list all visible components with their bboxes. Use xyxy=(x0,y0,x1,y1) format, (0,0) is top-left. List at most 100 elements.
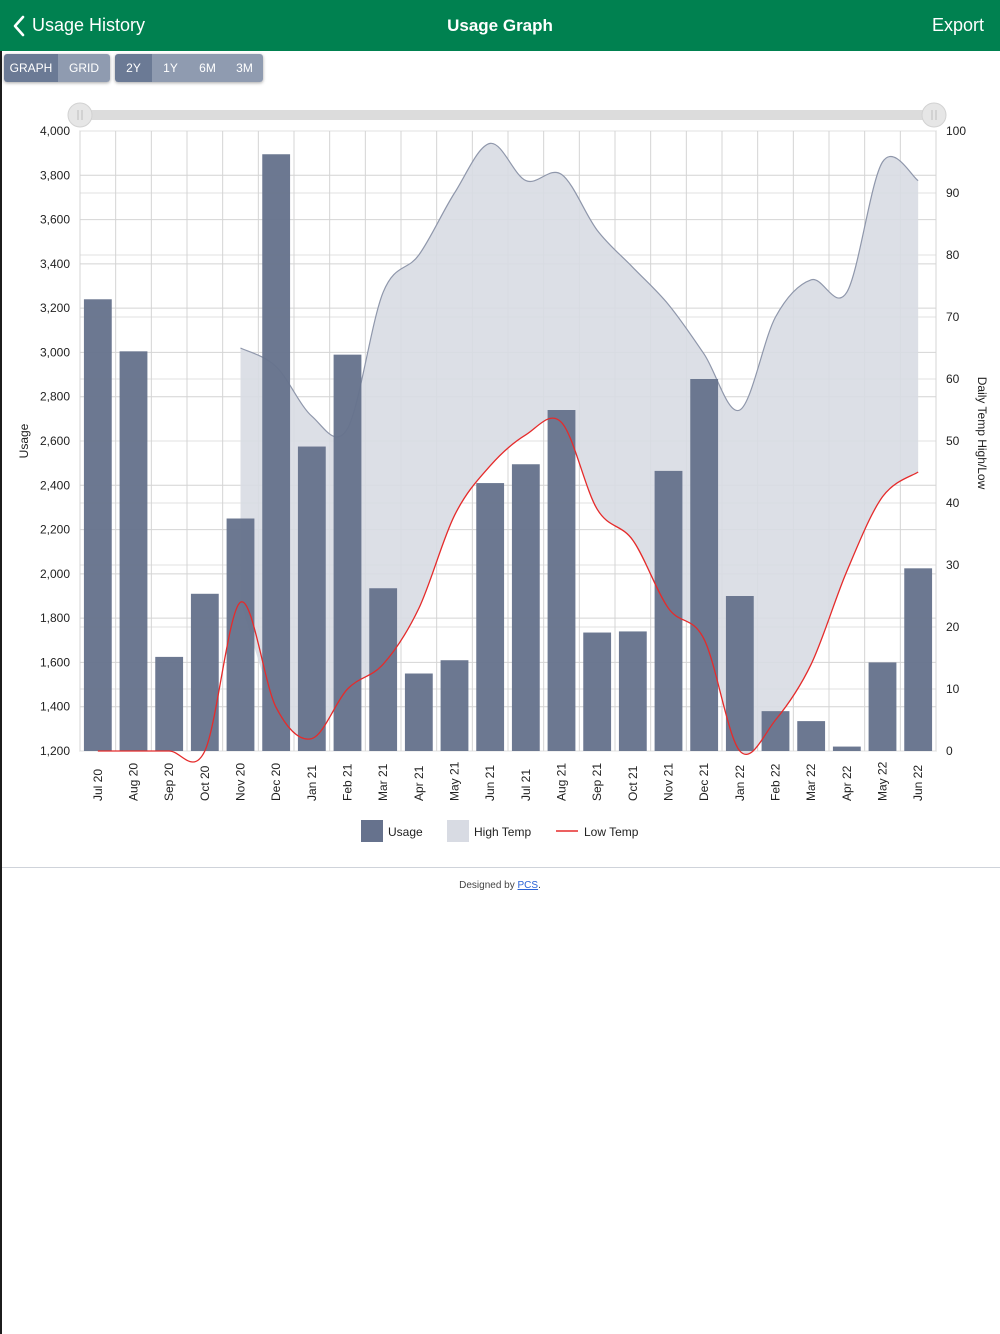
divider xyxy=(2,867,1000,868)
usage-bar[interactable] xyxy=(618,631,647,751)
y2-tick-label: 10 xyxy=(946,682,960,696)
usage-bar[interactable] xyxy=(797,721,826,751)
back-label: Usage History xyxy=(32,15,146,35)
chart-svg: 1,200 1,400 1,600 1,800 2,000 2,200 2,400 2,600… xyxy=(17,102,989,842)
y-tick-label: 1,200 xyxy=(40,744,70,758)
x-tick-label: Aug 20 xyxy=(127,763,141,801)
usage-bar[interactable] xyxy=(904,568,933,751)
range-slider-start-handle[interactable] xyxy=(67,102,93,128)
y-tick-label: 2,000 xyxy=(40,567,70,581)
range-1y-button[interactable]: 1Y xyxy=(152,54,189,82)
y2-tick-label: 80 xyxy=(946,248,960,262)
chevron-left-icon xyxy=(13,15,25,36)
x-tick-label: Feb 22 xyxy=(769,763,783,801)
x-tick-label: Oct 21 xyxy=(626,765,640,801)
range-slider-end-handle[interactable] xyxy=(921,102,947,128)
y2-tick-label: 50 xyxy=(946,434,960,448)
back-button[interactable]: Usage History xyxy=(12,0,145,51)
usage-bar[interactable] xyxy=(761,711,790,751)
usage-bar[interactable] xyxy=(511,464,540,751)
x-tick-label: Apr 22 xyxy=(840,765,854,801)
usage-bar[interactable] xyxy=(654,470,683,751)
usage-bar[interactable] xyxy=(832,746,861,751)
legend-usage-label: Usage xyxy=(388,825,423,839)
x-tick-label: Dec 20 xyxy=(269,763,283,801)
y-tick-label: 1,600 xyxy=(40,655,70,669)
y2-axis-title: Daily Temp High/Low xyxy=(975,377,989,490)
y-tick-label: 3,200 xyxy=(40,301,70,315)
x-tick-label: Sep 20 xyxy=(162,763,176,801)
usage-bar[interactable] xyxy=(297,446,326,751)
usage-bar[interactable] xyxy=(333,354,362,751)
range-slider-track[interactable] xyxy=(80,110,936,120)
view-toggle: GRAPH GRID xyxy=(4,54,110,82)
usage-bar[interactable] xyxy=(226,518,255,752)
legend-high-temp-swatch xyxy=(447,820,469,842)
range-6m-button[interactable]: 6M xyxy=(189,54,226,82)
y-tick-label: 3,400 xyxy=(40,257,70,271)
footer-suffix: . xyxy=(538,880,541,891)
x-tick-label: Mar 21 xyxy=(376,763,390,801)
legend-low-temp-label: Low Temp xyxy=(584,825,639,839)
export-button[interactable]: Export xyxy=(931,15,984,35)
x-tick-label: Sep 21 xyxy=(590,763,604,801)
usage-bar[interactable] xyxy=(725,596,754,751)
x-tick-label: May 21 xyxy=(448,761,462,801)
x-tick-label: Jun 22 xyxy=(911,765,925,801)
legend-usage-swatch xyxy=(361,820,383,842)
footer: Designed by PCS. xyxy=(0,880,1000,891)
x-tick-label: Jan 22 xyxy=(733,765,747,801)
y-tick-label: 2,200 xyxy=(40,523,70,537)
y2-tick-label: 100 xyxy=(946,124,966,138)
usage-bar[interactable] xyxy=(369,588,398,751)
usage-bar[interactable] xyxy=(155,656,184,751)
x-tick-label: Feb 21 xyxy=(341,763,355,801)
usage-bar[interactable] xyxy=(119,351,148,751)
usage-bar[interactable] xyxy=(190,593,219,751)
x-tick-label: Jul 20 xyxy=(91,769,105,801)
y-tick-label: 4,000 xyxy=(40,124,70,138)
usage-bar[interactable] xyxy=(440,660,469,751)
usage-bar[interactable] xyxy=(547,410,576,751)
usage-bar[interactable] xyxy=(583,632,612,751)
y2-tick-label: 30 xyxy=(946,558,960,572)
usage-bar[interactable] xyxy=(868,662,897,751)
y2-tick-label: 40 xyxy=(946,496,960,510)
range-2y-button[interactable]: 2Y xyxy=(115,54,152,82)
low-temp-line xyxy=(97,417,919,763)
usage-bar[interactable] xyxy=(690,379,719,751)
y-tick-label: 3,000 xyxy=(40,345,70,359)
x-tick-label: Nov 20 xyxy=(234,763,248,801)
y2-tick-label: 0 xyxy=(946,744,953,758)
y-tick-label: 2,400 xyxy=(40,478,70,492)
usage-chart: 1,200 1,400 1,600 1,800 2,000 2,200 2,400 2,600… xyxy=(0,95,1000,855)
range-3m-button[interactable]: 3M xyxy=(226,54,263,82)
usage-bar[interactable] xyxy=(262,154,291,751)
usage-bar[interactable] xyxy=(404,673,433,752)
app-header: Usage History Usage Graph Export xyxy=(0,0,1000,51)
x-tick-label: Jun 21 xyxy=(483,765,497,801)
x-tick-label: Dec 21 xyxy=(697,763,711,801)
x-tick-label: Nov 21 xyxy=(662,763,676,801)
usage-bar[interactable] xyxy=(83,299,112,751)
y-tick-label: 1,800 xyxy=(40,611,70,625)
y-tick-label: 3,800 xyxy=(40,168,70,182)
x-tick-label: Jan 21 xyxy=(305,765,319,801)
x-tick-label: Aug 21 xyxy=(555,763,569,801)
y-axis-title: Usage xyxy=(17,423,31,458)
y-tick-label: 2,600 xyxy=(40,434,70,448)
usage-bar[interactable] xyxy=(476,483,505,751)
y-tick-label: 3,600 xyxy=(40,213,70,227)
graph-view-button[interactable]: GRAPH xyxy=(4,54,58,82)
y-tick-label: 1,400 xyxy=(40,700,70,714)
x-tick-label: Apr 21 xyxy=(412,765,426,801)
y2-tick-label: 70 xyxy=(946,310,960,324)
y2-tick-label: 60 xyxy=(946,372,960,386)
pcs-link[interactable]: PCS xyxy=(517,880,539,891)
grid-view-button[interactable]: GRID xyxy=(58,54,110,82)
range-toggle: 2Y 1Y 6M 3M xyxy=(115,54,263,82)
y-tick-label: 2,800 xyxy=(40,390,70,404)
x-tick-label: May 22 xyxy=(876,761,890,801)
x-tick-label: Oct 20 xyxy=(198,765,212,801)
window-edge xyxy=(0,51,2,1334)
